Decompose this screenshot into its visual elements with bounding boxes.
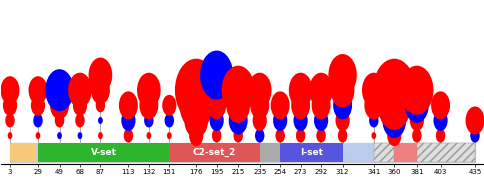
- Bar: [10, 143, 474, 162]
- Circle shape: [35, 132, 40, 139]
- Circle shape: [73, 95, 87, 116]
- Circle shape: [337, 129, 347, 143]
- Text: C2-set_2: C2-set_2: [193, 148, 236, 157]
- Circle shape: [98, 132, 103, 139]
- Circle shape: [368, 113, 378, 127]
- Bar: [280, 143, 342, 162]
- Circle shape: [119, 91, 137, 119]
- Circle shape: [328, 54, 356, 96]
- Circle shape: [0, 76, 19, 104]
- Circle shape: [288, 73, 312, 108]
- Circle shape: [290, 91, 309, 119]
- Circle shape: [57, 132, 62, 139]
- Circle shape: [313, 110, 328, 131]
- Circle shape: [89, 57, 112, 93]
- Text: V-set: V-set: [91, 148, 117, 157]
- Circle shape: [399, 66, 433, 115]
- Circle shape: [363, 91, 382, 119]
- Circle shape: [247, 73, 271, 108]
- Circle shape: [372, 59, 415, 122]
- Circle shape: [275, 129, 284, 143]
- Bar: [169, 143, 259, 162]
- Circle shape: [255, 129, 264, 143]
- Circle shape: [250, 91, 269, 119]
- Circle shape: [5, 113, 15, 127]
- Bar: [373, 143, 393, 162]
- Circle shape: [272, 110, 287, 131]
- Circle shape: [139, 91, 158, 119]
- Circle shape: [330, 73, 354, 108]
- Circle shape: [212, 129, 221, 143]
- Circle shape: [295, 129, 305, 143]
- Circle shape: [189, 125, 203, 146]
- Circle shape: [121, 110, 135, 131]
- Circle shape: [226, 88, 250, 123]
- Circle shape: [228, 106, 247, 134]
- Circle shape: [29, 76, 47, 104]
- Circle shape: [31, 95, 45, 116]
- Circle shape: [3, 95, 17, 116]
- Circle shape: [204, 73, 228, 108]
- Circle shape: [144, 113, 153, 127]
- Circle shape: [435, 129, 444, 143]
- Circle shape: [469, 129, 479, 143]
- Bar: [416, 143, 474, 162]
- Circle shape: [411, 129, 421, 143]
- Circle shape: [184, 103, 208, 138]
- Circle shape: [316, 129, 325, 143]
- Circle shape: [309, 73, 332, 108]
- Bar: [342, 143, 373, 162]
- Circle shape: [179, 81, 212, 130]
- Circle shape: [361, 73, 385, 108]
- Circle shape: [98, 117, 103, 124]
- Circle shape: [409, 110, 423, 131]
- Circle shape: [371, 132, 376, 139]
- Circle shape: [175, 59, 217, 122]
- Circle shape: [382, 103, 405, 138]
- Bar: [38, 143, 169, 162]
- Circle shape: [123, 129, 133, 143]
- Circle shape: [221, 66, 254, 115]
- Circle shape: [146, 132, 151, 139]
- Bar: [416, 143, 474, 162]
- Circle shape: [252, 110, 266, 131]
- Circle shape: [207, 91, 226, 119]
- Circle shape: [293, 110, 307, 131]
- Circle shape: [200, 51, 233, 100]
- Circle shape: [50, 91, 69, 119]
- Circle shape: [55, 113, 64, 127]
- Circle shape: [430, 91, 449, 119]
- Circle shape: [91, 76, 110, 104]
- Circle shape: [333, 91, 351, 119]
- Circle shape: [77, 132, 82, 139]
- Circle shape: [162, 95, 176, 116]
- Circle shape: [465, 106, 484, 134]
- Circle shape: [433, 110, 447, 131]
- Bar: [373, 143, 393, 162]
- Circle shape: [164, 113, 174, 127]
- Bar: [10, 143, 36, 162]
- Circle shape: [137, 73, 160, 108]
- Circle shape: [33, 113, 43, 127]
- Circle shape: [95, 98, 105, 112]
- Circle shape: [75, 113, 85, 127]
- Circle shape: [270, 91, 289, 119]
- Circle shape: [335, 110, 349, 131]
- Bar: [393, 143, 416, 162]
- Circle shape: [209, 110, 223, 131]
- Circle shape: [404, 88, 428, 123]
- Circle shape: [166, 132, 171, 139]
- Bar: [259, 143, 280, 162]
- Circle shape: [45, 69, 74, 111]
- Circle shape: [377, 81, 410, 130]
- Circle shape: [233, 129, 242, 143]
- Circle shape: [8, 132, 13, 139]
- Circle shape: [386, 125, 401, 146]
- Circle shape: [311, 91, 330, 119]
- Text: I-set: I-set: [299, 148, 322, 157]
- Circle shape: [68, 73, 91, 108]
